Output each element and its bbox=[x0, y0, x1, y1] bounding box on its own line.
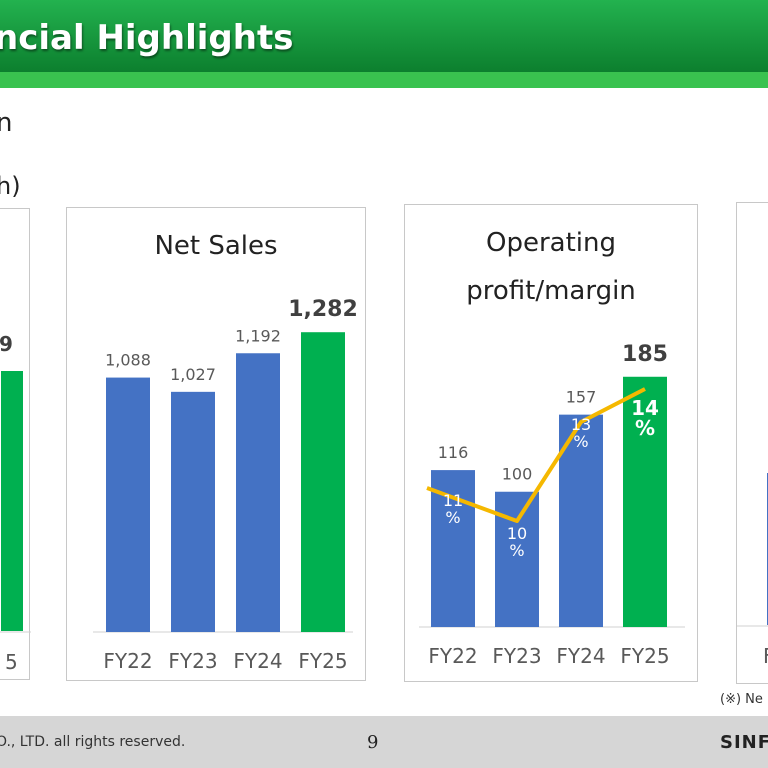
copyright-text: O., LTD. all rights reserved. bbox=[0, 734, 186, 750]
chart-panel-operating-profit: Operating profit/margin 116 FY22 100 FY23 15… bbox=[404, 204, 698, 682]
page-number: 9 bbox=[367, 732, 379, 753]
margin-label-fy24-value: 13 bbox=[571, 415, 591, 434]
margin-label-fy25-value: 14 bbox=[631, 396, 659, 420]
bar-fy25 bbox=[301, 332, 345, 632]
operating-profit-title-line1: Operating bbox=[486, 228, 616, 258]
partial-left-value-label: 9 bbox=[0, 332, 13, 356]
company-logo: SINFO bbox=[720, 732, 768, 753]
partial-left-category-label: 5 bbox=[5, 650, 18, 674]
value-label-fy25: 185 bbox=[622, 342, 668, 367]
value-label-fy24: 157 bbox=[566, 388, 597, 407]
operating-profit-chart: Operating profit/margin 116 FY22 100 FY23 15… bbox=[419, 228, 685, 668]
subtitle-unit-parenthetical: h) bbox=[0, 172, 21, 200]
footer bbox=[0, 716, 768, 768]
bar-fy24 bbox=[559, 414, 603, 627]
margin-label-fy22-value: 11 bbox=[443, 491, 463, 510]
page-title: ncial Highlights bbox=[0, 18, 294, 58]
partial-right-category-label: F bbox=[763, 644, 768, 668]
category-label-fy24: FY24 bbox=[233, 649, 282, 673]
value-label-fy23: 100 bbox=[502, 465, 533, 484]
value-label-fy22: 1,088 bbox=[105, 351, 151, 370]
category-label-fy23: FY23 bbox=[492, 644, 541, 668]
subtitle-unit: n bbox=[0, 108, 13, 138]
bar-fy23 bbox=[171, 391, 215, 632]
bar-fy22 bbox=[106, 377, 150, 632]
margin-line bbox=[426, 387, 646, 523]
category-label-fy23: FY23 bbox=[168, 649, 217, 673]
category-label-fy22: FY22 bbox=[428, 644, 477, 668]
category-label-fy25: FY25 bbox=[298, 649, 347, 673]
partial-left-chart: 9 5 bbox=[0, 332, 31, 674]
value-label-fy25: 1,282 bbox=[288, 297, 358, 322]
partial-left-bar bbox=[1, 371, 23, 631]
operating-profit-title-line2: profit/margin bbox=[466, 276, 636, 306]
bar-fy25 bbox=[623, 376, 667, 627]
net-sales-chart: Net Sales 1,088 FY22 1,027 FY23 1,192 FY24 1,2… bbox=[93, 231, 358, 673]
chart-panel-partial-left: 9 5 bbox=[0, 208, 31, 680]
header-bar bbox=[0, 0, 768, 72]
chart-panel-partial-right: F bbox=[736, 202, 768, 684]
margin-label-fy24-unit: % bbox=[573, 432, 588, 451]
category-label-fy25: FY25 bbox=[620, 644, 669, 668]
margin-label-fy23-value: 10 bbox=[507, 524, 527, 543]
margin-label-fy25-unit: % bbox=[635, 416, 655, 440]
value-label-fy24: 1,192 bbox=[235, 326, 281, 345]
chart-panel-net-sales: Net Sales 1,088 FY22 1,027 FY23 1,192 FY24 1,2… bbox=[66, 207, 366, 681]
header: ncial Highlights bbox=[0, 0, 768, 88]
partial-right-chart: F bbox=[737, 473, 768, 668]
margin-label-fy22-unit: % bbox=[445, 508, 460, 527]
footnote: (※) Ne bbox=[720, 692, 763, 707]
bar-fy24 bbox=[236, 353, 280, 632]
net-sales-title: Net Sales bbox=[154, 231, 277, 261]
value-label-fy23: 1,027 bbox=[170, 365, 216, 384]
category-label-fy24: FY24 bbox=[556, 644, 605, 668]
margin-label-fy23-unit: % bbox=[509, 541, 524, 560]
category-label-fy22: FY22 bbox=[103, 649, 152, 673]
header-stripe bbox=[0, 72, 768, 88]
value-label-fy22: 116 bbox=[438, 443, 469, 462]
